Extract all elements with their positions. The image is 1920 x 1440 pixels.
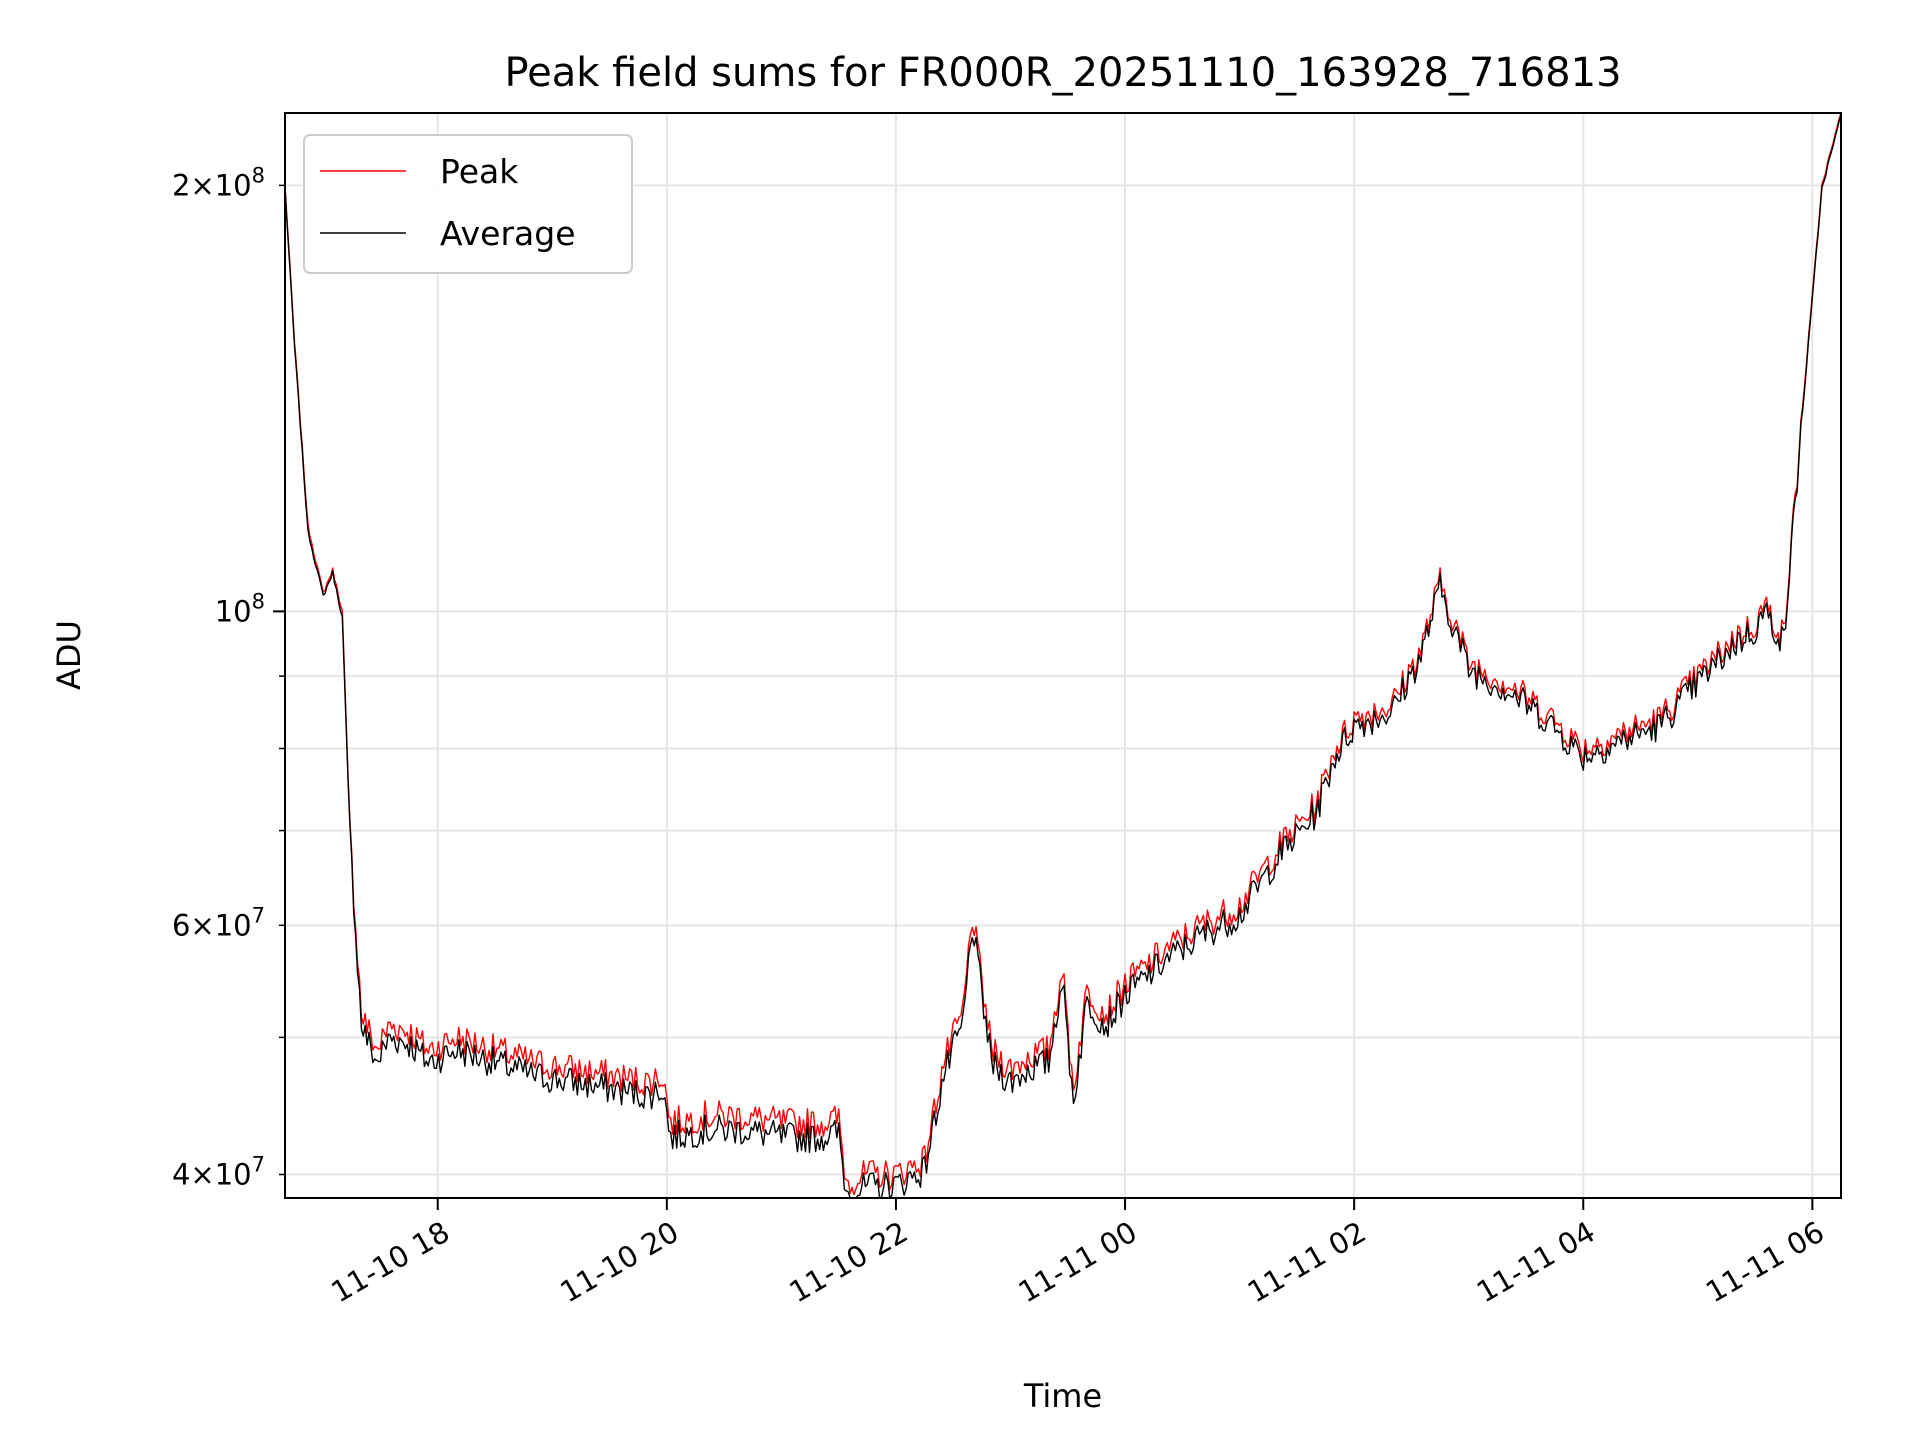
legend: Peak Average — [303, 134, 633, 274]
legend-label-average: Average — [440, 214, 576, 253]
x-tick-label: 11-10 18 — [325, 1215, 455, 1310]
legend-box — [303, 134, 633, 274]
plot-frame — [284, 112, 1842, 1199]
x-tick-label: 11-10 22 — [784, 1215, 914, 1310]
x-axis-label: Time — [1023, 1377, 1102, 1415]
x-tick-label: 11-11 06 — [1700, 1215, 1830, 1310]
y-tick-label: 108 — [215, 589, 265, 628]
x-tick-label: 11-10 20 — [554, 1215, 684, 1310]
series-line-peak — [284, 112, 1842, 1196]
y-tick-label: 6×107 — [172, 903, 265, 942]
y-axis-label: ADU — [50, 620, 88, 690]
x-axis-ticks: 11-10 18 11-10 20 11-10 22 11-11 00 11-11 02… — [325, 1198, 1830, 1309]
y-tick-label: 4×107 — [172, 1153, 265, 1192]
x-tick-label: 11-11 04 — [1471, 1215, 1601, 1310]
series-lines — [284, 112, 1842, 1199]
legend-label-peak: Peak — [440, 152, 519, 191]
x-tick-label: 11-11 02 — [1242, 1215, 1372, 1310]
series-line-average — [284, 115, 1842, 1199]
x-tick-label: 11-11 00 — [1013, 1215, 1143, 1310]
grid-lines — [285, 113, 1841, 1198]
chart-title: Peak field sums for FR000R_20251110_1639… — [504, 50, 1621, 96]
y-tick-label: 2×108 — [172, 163, 265, 202]
y-axis-ticks: 4×107 6×107 108 2×108 — [172, 163, 285, 1192]
